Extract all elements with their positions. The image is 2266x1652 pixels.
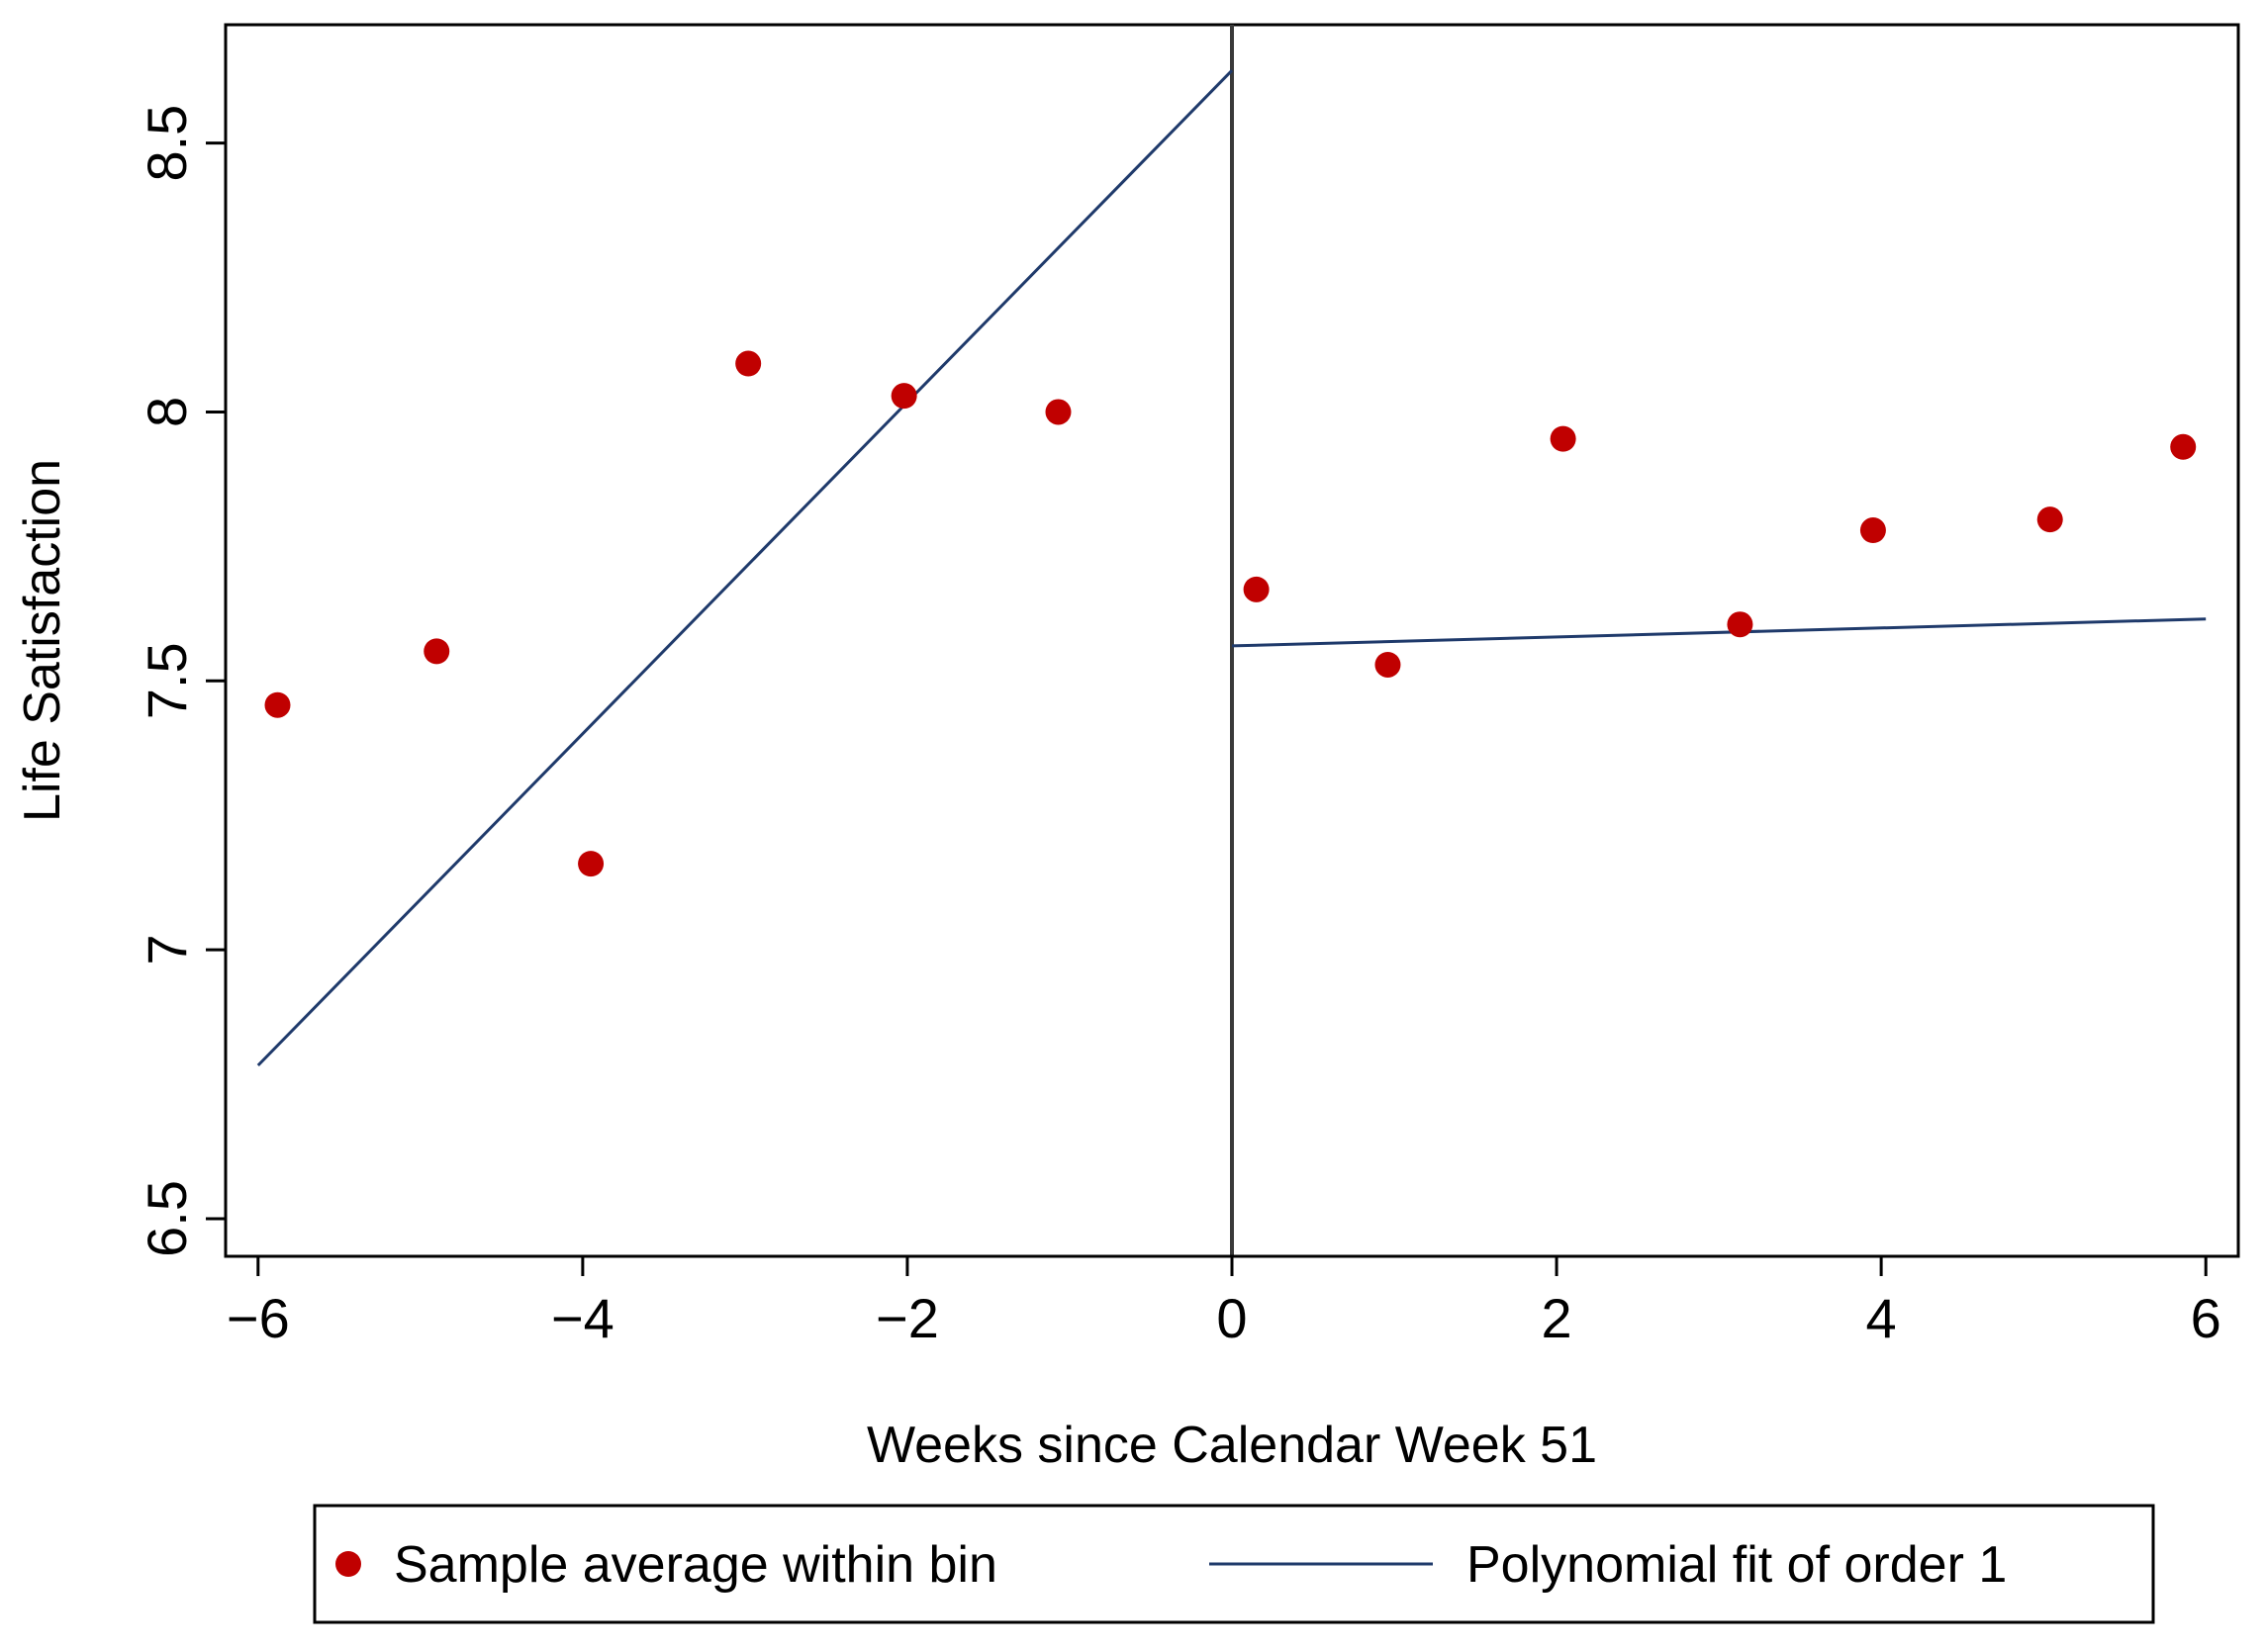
data-point [1374,651,1401,678]
legend-dot-marker [335,1551,361,1577]
fit-line-segment [1231,617,2207,648]
y-tick-label: 7.5 [136,642,198,719]
fit-line-segment [256,69,1234,1067]
x-tick-label: −2 [876,1287,939,1349]
data-point [264,691,291,718]
fit-lines [256,69,2207,1067]
data-points [264,350,2197,877]
legend-label-polynomial-fit: Polynomial fit of order 1 [1466,1536,2007,1594]
data-point [2170,433,2197,460]
x-axis-title: Weeks since Calendar Week 51 [867,1417,1597,1474]
data-point [891,383,917,410]
data-point [1045,399,1072,425]
data-point [1550,425,1576,452]
x-tick-label: 6 [2191,1287,2221,1349]
data-point [1243,576,1270,602]
data-point [2036,506,2063,533]
legend: Sample average within bin Polynomial fit… [313,1504,2155,1624]
x-tick-label: 0 [1216,1287,1247,1349]
x-tick-label: −4 [551,1287,614,1349]
data-point [578,851,605,877]
y-tick-label: 8.5 [136,105,198,182]
x-axis: −6 −4 −2 0 2 4 6 [227,1256,2221,1349]
x-tick-label: 4 [1866,1287,1897,1349]
data-point [735,350,762,377]
x-tick-label: 2 [1541,1287,1571,1349]
y-axis: 6.5 7 7.5 8 8.5 [136,105,226,1257]
data-point [1727,611,1753,638]
y-tick-label: 8 [136,397,198,427]
data-point [424,638,450,665]
data-point [1859,517,1886,544]
legend-label-sample-average: Sample average within bin [394,1536,997,1594]
y-axis-title: Life Satisfaction [14,459,71,822]
y-tick-label: 7 [136,935,198,965]
x-tick-label: −6 [227,1287,290,1349]
y-tick-label: 6.5 [136,1180,198,1257]
